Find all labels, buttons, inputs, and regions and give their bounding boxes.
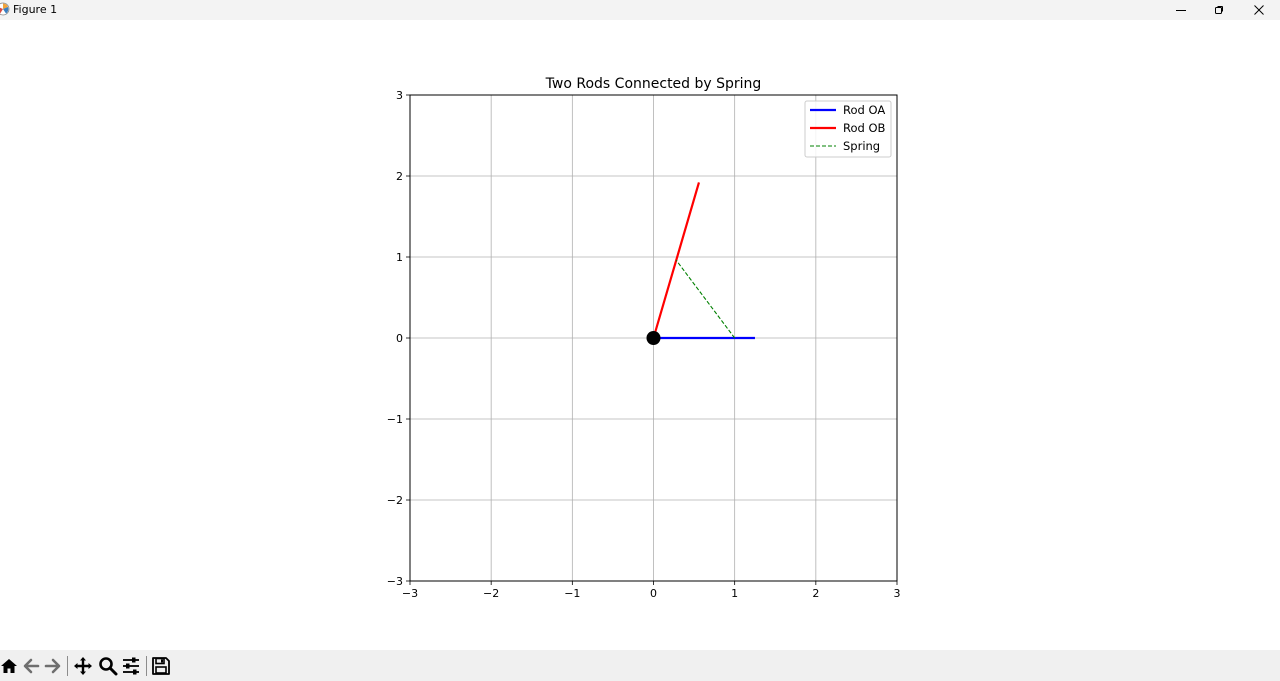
x-tick-label: 3: [894, 587, 901, 600]
y-tick-label: −3: [387, 575, 403, 588]
x-tick-label: 0: [650, 587, 657, 600]
configure-subplots-button[interactable]: [120, 656, 142, 676]
home-icon: [1, 659, 17, 673]
x-tick-label: 2: [812, 587, 819, 600]
window-title: Figure 1: [13, 3, 58, 16]
legend-label: Spring: [843, 139, 880, 153]
restore-icon: [1215, 6, 1223, 14]
series-line-spring: [675, 259, 736, 339]
chart-title: Two Rods Connected by Spring: [545, 76, 762, 92]
pivot-point: [646, 331, 661, 345]
toolbar-separator: [146, 656, 147, 676]
navigation-toolbar: [0, 650, 1280, 681]
home-button[interactable]: [0, 656, 20, 676]
y-tick-label: −2: [387, 494, 403, 507]
pan-icon: [74, 657, 92, 675]
legend-box: [804, 100, 892, 158]
minimize-button[interactable]: [1161, 0, 1201, 20]
zoom-button[interactable]: [97, 656, 119, 676]
close-icon: [1254, 5, 1264, 15]
y-tick-label: −1: [387, 413, 403, 426]
x-tick-label: −1: [564, 587, 580, 600]
chart: Two Rods Connected by Spring −3 −2 −1 0 1 2 3−…: [387, 76, 901, 600]
toolbar-separator: [67, 656, 68, 676]
x-tick-label: −3: [402, 587, 418, 600]
y-tick-label: 0: [396, 332, 403, 345]
zoom-icon: [99, 657, 118, 676]
y-tick-label: 2: [396, 170, 403, 183]
matplotlib-icon: [0, 2, 10, 16]
series-group: [646, 182, 755, 345]
x-tick-label: 1: [731, 587, 738, 600]
y-tick-label: 1: [396, 251, 403, 264]
save-button[interactable]: [150, 656, 172, 676]
forward-button[interactable]: [42, 656, 64, 676]
figure-canvas[interactable]: Two Rods Connected by Spring −3 −2 −1 0 1 2 3−…: [0, 20, 1280, 650]
forward-arrow-icon: [44, 658, 61, 674]
configure-subplots-icon: [123, 657, 139, 675]
pan-button[interactable]: [72, 656, 94, 676]
restore-button[interactable]: [1199, 0, 1239, 20]
minimize-icon: [1176, 10, 1186, 11]
back-arrow-icon: [23, 658, 40, 674]
close-button[interactable]: [1239, 0, 1279, 20]
back-button[interactable]: [20, 656, 42, 676]
x-tick-label: −2: [483, 587, 499, 600]
legend-label: Rod OB: [843, 121, 886, 135]
ticks: −3 −2 −1 0 1 2 3 −3 −2 −1 0 1 2 3: [387, 89, 901, 600]
y-tick-label: 3: [396, 89, 403, 102]
legend: Rod OA Rod OB Spring: [804, 100, 892, 158]
window-titlebar: Figure 1: [0, 0, 1280, 20]
legend-label: Rod OA: [843, 103, 885, 117]
save-icon: [152, 657, 170, 675]
